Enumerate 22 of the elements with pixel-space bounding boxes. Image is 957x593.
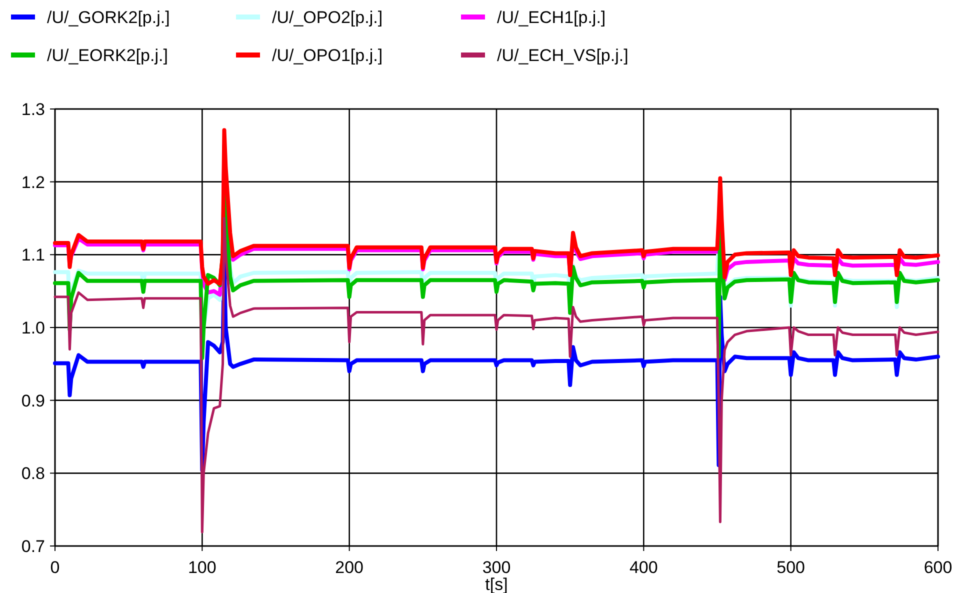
x-tick-label: 200	[335, 558, 364, 577]
x-tick-label: 0	[50, 558, 60, 577]
y-tick-label: 1.0	[21, 318, 45, 338]
legend-label: /U/_GORK2[p.j.]	[47, 8, 170, 27]
y-tick-label: 0.7	[21, 537, 45, 556]
line-series	[53, 128, 940, 286]
legend-label: /U/_OPO1[p.j.]	[272, 46, 383, 65]
y-tick-label: 0.8	[21, 464, 45, 484]
line-series	[54, 217, 940, 534]
y-tick-label: 1.1	[21, 246, 45, 265]
x-tick-label: 100	[188, 558, 216, 577]
y-tick-label: 1.3	[21, 100, 45, 119]
x-tick-label: 600	[924, 558, 952, 577]
legend-label: /U/_ECH1[p.j.]	[497, 8, 606, 27]
x-tick-label: 300	[482, 558, 511, 577]
legend-label: /U/_OPO2[p.j.]	[272, 8, 383, 27]
legend-label: /U/_EORK2[p.j.]	[47, 46, 168, 65]
x-tick-label: 500	[776, 558, 806, 577]
legend-label: /U/_ECH_VS[p.j.]	[497, 46, 628, 65]
y-tick-label: 0.9	[21, 391, 45, 410]
y-tick-label: 1.2	[21, 172, 45, 192]
x-tick-label: 400	[629, 558, 658, 577]
